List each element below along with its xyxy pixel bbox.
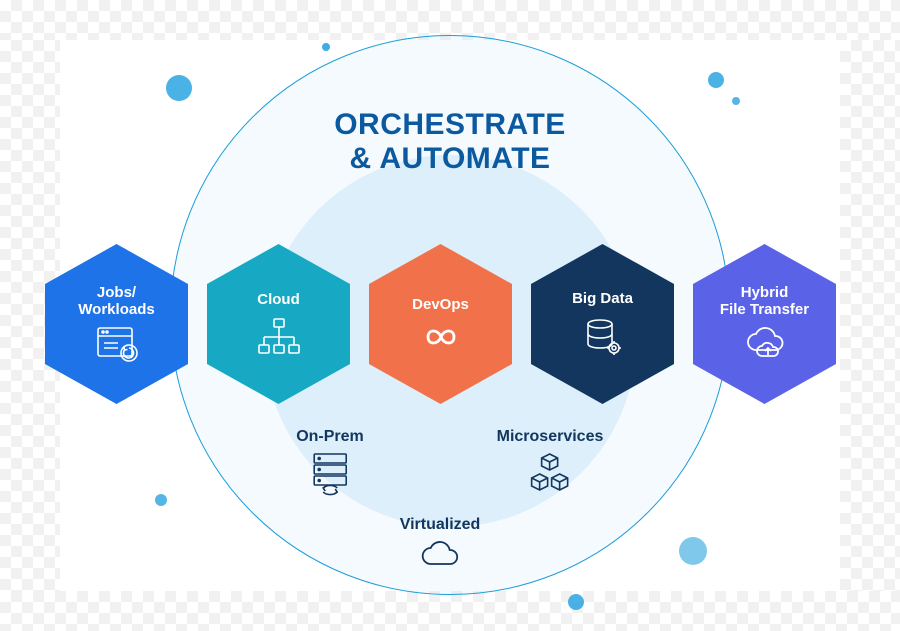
hexagon-hybrid: HybridFile Transfer xyxy=(693,244,836,404)
decorative-dot xyxy=(679,537,707,565)
subitem-micro: Microservices xyxy=(497,428,604,501)
window-icon xyxy=(96,326,138,364)
decorative-dot xyxy=(166,75,192,101)
title-line1: ORCHESTRATE xyxy=(0,108,900,142)
hexagon-bigdata: Big Data xyxy=(531,244,674,404)
subitem-virtual: Virtualized xyxy=(400,516,481,575)
title-line2: & AUTOMATE xyxy=(0,142,900,176)
subitem-label: On-Prem xyxy=(296,428,364,446)
hexagon-label: HybridFile Transfer xyxy=(720,284,809,319)
hexagon-label: DevOps xyxy=(412,296,469,313)
decorative-dot xyxy=(708,72,724,88)
subitem-onprem: On-Prem xyxy=(296,428,364,503)
cloud-icon xyxy=(418,540,462,575)
infinity-icon xyxy=(416,322,466,352)
hexagon-row: Jobs/Workloads Cloud DevOp xyxy=(45,244,836,404)
hexagon-devops: DevOps xyxy=(369,244,512,404)
cubes-icon xyxy=(528,452,572,501)
decorative-dot xyxy=(322,43,330,51)
cloud-transfer-icon xyxy=(742,326,788,364)
hexagon-cloud: Cloud xyxy=(207,244,350,404)
subitem-label: Virtualized xyxy=(400,516,481,534)
hexagon-label: Cloud xyxy=(257,291,300,308)
server-sync-icon xyxy=(308,452,352,503)
hexagon-jobs: Jobs/Workloads xyxy=(45,244,188,404)
db-gear-icon xyxy=(582,316,624,358)
diagram-canvas: ORCHESTRATE & AUTOMATE Jobs/Workloads Cl… xyxy=(0,0,900,631)
decorative-dot xyxy=(568,594,584,610)
network-icon xyxy=(257,317,301,357)
hexagon-label: Big Data xyxy=(572,290,633,307)
subitem-label: Microservices xyxy=(497,428,604,446)
decorative-dot xyxy=(155,494,167,506)
hexagon-label: Jobs/Workloads xyxy=(78,284,154,319)
diagram-title: ORCHESTRATE & AUTOMATE xyxy=(0,108,900,176)
checker-bg xyxy=(0,0,900,40)
checker-bg xyxy=(0,591,900,631)
decorative-dot xyxy=(732,97,740,105)
